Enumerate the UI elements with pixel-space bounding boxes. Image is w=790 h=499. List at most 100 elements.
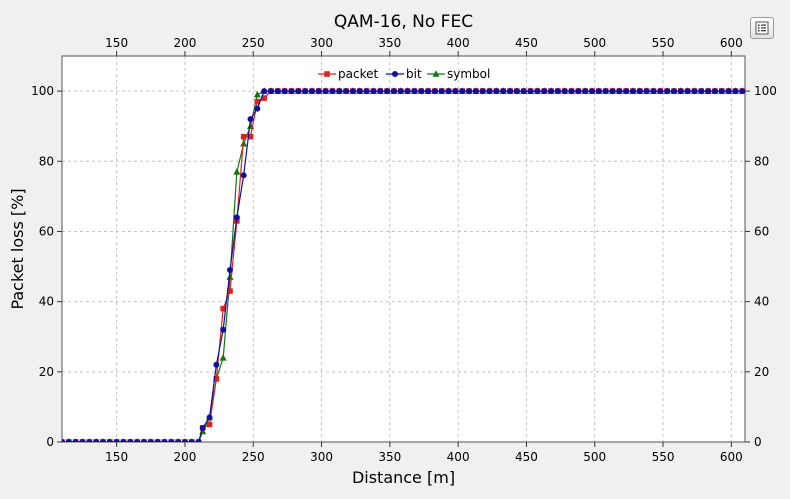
data-point-bit xyxy=(134,439,141,442)
data-point-packet xyxy=(220,305,226,312)
data-point-bit xyxy=(582,88,589,95)
data-point-bit xyxy=(390,88,397,95)
data-point-packet xyxy=(247,133,254,140)
data-point-bit xyxy=(72,439,79,442)
data-point-bit xyxy=(295,88,302,95)
data-point-bit xyxy=(175,439,182,442)
data-point-bit xyxy=(541,88,548,95)
data-point-bit xyxy=(561,88,568,95)
x-tick-label-bottom: 300 xyxy=(310,450,333,464)
x-tick-label-top: 500 xyxy=(583,36,606,50)
data-point-bit xyxy=(425,88,432,95)
data-point-packet xyxy=(261,95,267,101)
y-tick-label-right: 20 xyxy=(754,365,769,379)
data-point-bit xyxy=(404,88,411,95)
data-point-bit xyxy=(527,88,534,95)
plot-background xyxy=(62,56,745,442)
data-point-bit xyxy=(616,88,623,95)
data-point-bit xyxy=(329,88,336,95)
data-point-bit xyxy=(227,267,234,274)
chart-menu-button[interactable] xyxy=(750,17,774,39)
data-point-bit xyxy=(195,439,202,442)
y-tick-label-left: 100 xyxy=(31,84,54,98)
x-axis-label: Distance [m] xyxy=(352,468,455,487)
chart-title: QAM-16, No FEC xyxy=(334,12,473,32)
data-point-bit xyxy=(725,88,732,95)
data-point-bit xyxy=(99,439,106,442)
data-point-bit xyxy=(513,88,520,95)
data-point-bit xyxy=(79,439,86,442)
data-point-packet xyxy=(206,421,213,428)
data-point-packet xyxy=(254,98,261,105)
data-point-bit xyxy=(302,88,309,95)
x-tick-label-top: 150 xyxy=(105,36,128,50)
data-point-bit xyxy=(199,424,206,431)
data-point-bit xyxy=(336,88,343,95)
legend-marker-symbol xyxy=(432,70,440,77)
data-point-bit xyxy=(356,88,363,95)
grid xyxy=(62,56,745,443)
legend-marker-bit xyxy=(392,71,398,77)
legend: packet bit symbol xyxy=(318,67,490,81)
x-tick-label-bottom: 450 xyxy=(515,450,538,464)
data-point-bit xyxy=(623,88,630,95)
data-point-bit xyxy=(274,88,281,95)
data-point-bit xyxy=(472,88,479,95)
data-point-bit xyxy=(507,88,514,95)
data-point-bit xyxy=(568,88,575,95)
x-tick-label-top: 300 xyxy=(310,36,333,50)
data-point-bit xyxy=(93,439,100,442)
x-tick-label-bottom: 600 xyxy=(720,450,743,464)
data-point-bit xyxy=(315,88,322,95)
data-point-bit xyxy=(308,88,315,95)
x-tick-label-bottom: 150 xyxy=(105,450,128,464)
data-point-bit xyxy=(220,326,227,333)
data-point-bit xyxy=(349,88,356,95)
x-tick-label-top: 400 xyxy=(447,36,470,50)
data-point-bit xyxy=(247,116,254,123)
data-point-bit xyxy=(602,88,609,95)
data-point-bit xyxy=(629,88,636,95)
y-tick-label-left: 20 xyxy=(39,365,54,379)
data-point-bit xyxy=(554,88,561,95)
data-point-bit xyxy=(684,88,691,95)
x-tick-label-top: 200 xyxy=(173,36,196,50)
series-bit xyxy=(62,88,745,442)
y-tick-label-right: 0 xyxy=(754,435,762,449)
data-point-bit xyxy=(140,439,147,442)
data-point-bit xyxy=(691,88,698,95)
y-tick-label-right: 40 xyxy=(754,295,769,309)
data-point-bit xyxy=(377,88,384,95)
data-point-bit xyxy=(452,88,459,95)
y-tick-label-left: 80 xyxy=(39,154,54,168)
data-point-bit xyxy=(343,88,350,95)
y-tick-label-left: 0 xyxy=(46,435,54,449)
data-point-bit xyxy=(261,88,268,95)
data-point-bit xyxy=(384,88,391,95)
data-point-bit xyxy=(711,88,718,95)
y-tick-label-left: 60 xyxy=(39,224,54,238)
x-tick-label-top: 600 xyxy=(720,36,743,50)
data-point-bit xyxy=(288,88,295,95)
legend-label-bit: bit xyxy=(406,67,422,81)
data-point-bit xyxy=(650,88,657,95)
data-point-bit xyxy=(397,88,404,95)
data-point-bit xyxy=(643,88,650,95)
data-point-bit xyxy=(113,439,120,442)
data-point-symbol xyxy=(219,353,227,361)
legend-marker-packet xyxy=(324,71,330,77)
y-axis-label: Packet loss [%] xyxy=(8,188,27,309)
data-point-bit xyxy=(168,439,175,442)
y-tick-label-right: 80 xyxy=(754,154,769,168)
data-point-bit xyxy=(127,439,134,442)
legend-item-bit: bit xyxy=(386,67,422,81)
x-tick-label-bottom: 500 xyxy=(583,450,606,464)
x-tick-label-bottom: 550 xyxy=(652,450,675,464)
data-point-bit xyxy=(500,88,507,95)
data-point-bit xyxy=(438,88,445,95)
data-point-bit xyxy=(411,88,418,95)
y-tick-label-left: 40 xyxy=(39,295,54,309)
x-tick-label-bottom: 250 xyxy=(242,450,265,464)
x-tick-label-top: 250 xyxy=(242,36,265,50)
